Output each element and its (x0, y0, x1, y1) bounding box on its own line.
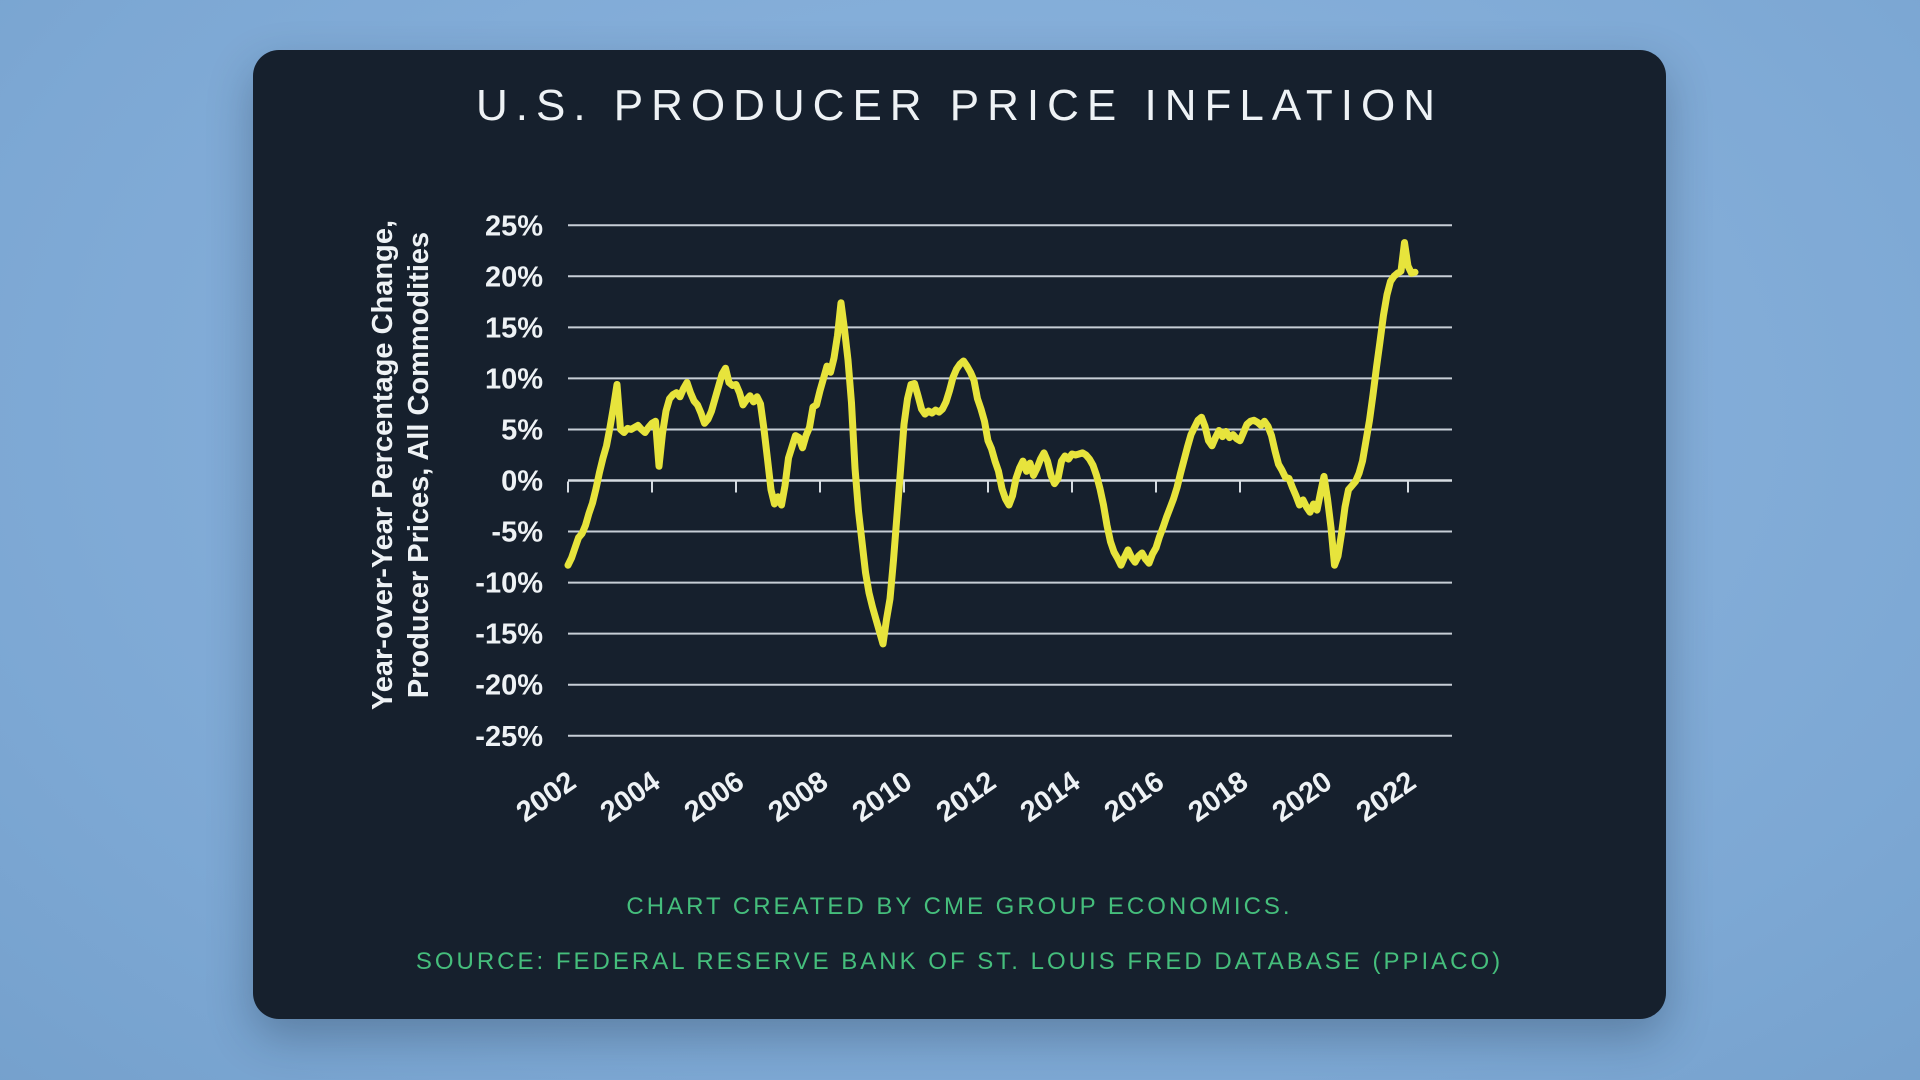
x-tick-label: 2022 (1351, 766, 1422, 829)
x-tick-label: 2002 (511, 766, 582, 829)
y-tick-label: -5% (491, 517, 543, 549)
page-title: U.S. PRODUCER PRICE INFLATION (475, 81, 1444, 130)
y-tick-label: 15% (485, 312, 543, 344)
y-axis-title-line2: Producer Prices, All Commodities (403, 232, 435, 698)
x-tick-label: 2010 (847, 766, 918, 829)
x-tick-label: 2004 (595, 766, 666, 829)
y-tick-label: 5% (501, 414, 543, 446)
x-tick-label: 2008 (763, 766, 834, 829)
y-axis-title-line1: Year-over-Year Percentage Change, (367, 220, 399, 710)
y-tick-label: -15% (475, 619, 543, 651)
x-tick-label: 2020 (1267, 766, 1338, 829)
y-tick-label: -10% (475, 568, 543, 600)
x-tick-label: 2018 (1183, 766, 1254, 829)
x-tick-label: 2012 (931, 766, 1002, 829)
data-line-ppi-yoy (564, 239, 1419, 648)
x-tick-label: 2006 (679, 766, 750, 829)
footer-credit: CHART CREATED BY CME GROUP ECONOMICS. (626, 893, 1293, 920)
x-tick-label: 2014 (1015, 766, 1086, 829)
y-tick-label: 25% (485, 210, 543, 242)
y-tick-label: 20% (485, 261, 543, 293)
y-tick-label: -20% (475, 670, 543, 702)
y-tick-label: 10% (485, 363, 543, 395)
x-tick-label: 2016 (1099, 766, 1170, 829)
chart-card (253, 50, 1666, 1019)
y-tick-label: 0% (501, 466, 543, 498)
y-tick-label: -25% (475, 721, 543, 753)
footer-source: SOURCE: FEDERAL RESERVE BANK OF ST. LOUI… (415, 948, 1504, 975)
